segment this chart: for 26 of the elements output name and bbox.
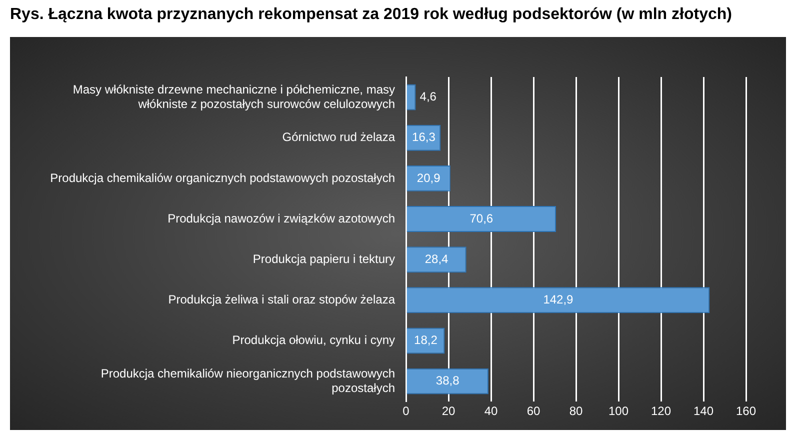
- data-label: 4,6: [420, 90, 437, 104]
- y-tick-label: Masy włókniste drzewne mechaniczne i półchemiczne, masy włókniste z pozostałych surowców celulozowych: [72, 82, 395, 111]
- y-tick-label: Produkcja chemikaliów organicznych podstawowych pozostałych: [50, 170, 395, 185]
- y-tick-label: Produkcja chemikaliów nieorganicznych podstawowych pozostałych: [100, 366, 395, 395]
- x-tick-label: 120: [650, 404, 672, 418]
- x-tick-label: 20: [442, 404, 456, 418]
- x-tick-label: 160: [736, 404, 756, 418]
- chart-title: Rys. Łączna kwota przyznanych rekompensat za 2019 rok według podsektorów (w mln złotych): [10, 6, 732, 24]
- data-label: 20,9: [416, 170, 441, 185]
- data-label: 28,4: [424, 252, 449, 266]
- data-label: 16,3: [412, 130, 436, 144]
- y-tick-label: Produkcja ołowiu, cynku i cyny: [232, 333, 395, 348]
- y-tick-label: Produkcja papieru i tektury: [252, 252, 395, 266]
- x-tick-label: 60: [526, 404, 540, 418]
- data-label: 70,6: [470, 211, 494, 226]
- x-tick-label: 40: [484, 404, 498, 418]
- x-tick-label: 100: [608, 404, 629, 418]
- y-tick-label: Produkcja nawozów i związków azotowych: [168, 211, 395, 226]
- x-tick-label: 0: [402, 404, 410, 418]
- x-tick-label: 80: [569, 404, 583, 418]
- y-tick-label: Górnictwo rud żelaza: [282, 130, 396, 144]
- data-label: 18,2: [414, 333, 438, 348]
- y-tick-label: Produkcja żeliwa i stali oraz stopów żelaza: [168, 292, 396, 306]
- data-label: 38,8: [436, 374, 460, 388]
- x-tick-label: 140: [693, 404, 714, 418]
- data-label: 142,9: [543, 292, 574, 306]
